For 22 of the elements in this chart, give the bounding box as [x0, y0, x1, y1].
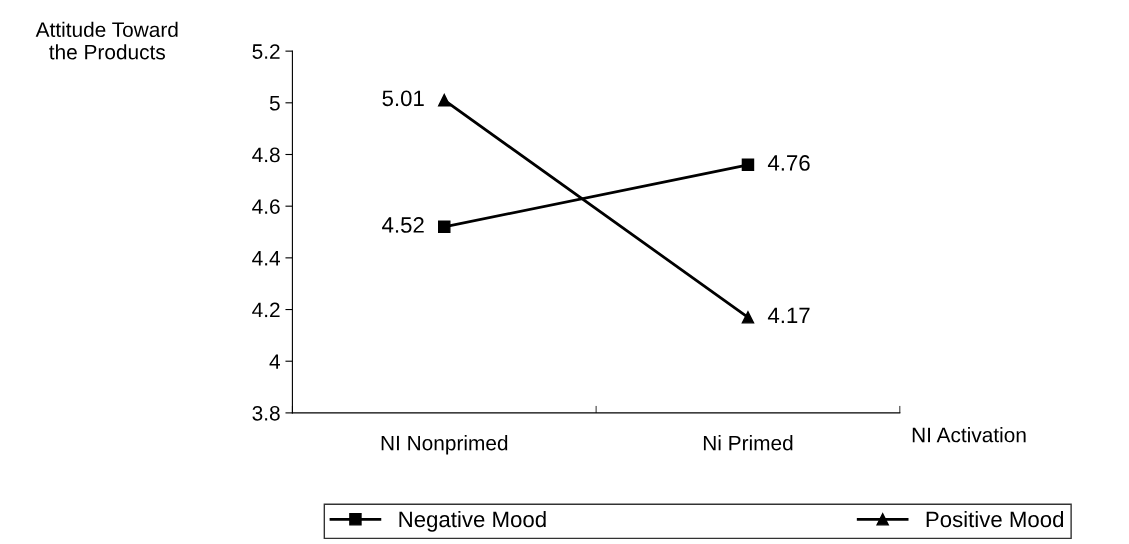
y-tick-label: 4.8 — [252, 147, 280, 163]
y-tick-label: 4.2 — [252, 302, 280, 318]
y-tick-label: 4 — [269, 354, 280, 369]
point — [438, 220, 451, 234]
legend-label: Positive Mood — [926, 510, 1064, 528]
point — [438, 93, 451, 107]
y-axis-title: Attitude Toward the Products — [35, 21, 178, 60]
data-label: 5.01 — [382, 90, 424, 107]
y-tick-label: 4.6 — [252, 199, 280, 214]
x-tick-label: NI Nonprimed — [381, 435, 508, 455]
x-axis-title: NI Activation — [912, 427, 1026, 443]
y-tick-label: 4.4 — [252, 251, 280, 266]
data-label: 4.52 — [382, 217, 424, 233]
legend-label: Negative Mood — [399, 510, 546, 532]
y-tick-label: 5.2 — [252, 44, 280, 59]
point — [741, 311, 755, 324]
data-label: 4.17 — [767, 307, 810, 324]
y-tick-label: 5 — [269, 96, 280, 111]
y-tick-label: 3.8 — [252, 405, 280, 421]
data-label: 4.76 — [767, 155, 810, 171]
x-tick-label: Ni Primed — [703, 435, 793, 451]
point — [741, 158, 755, 172]
